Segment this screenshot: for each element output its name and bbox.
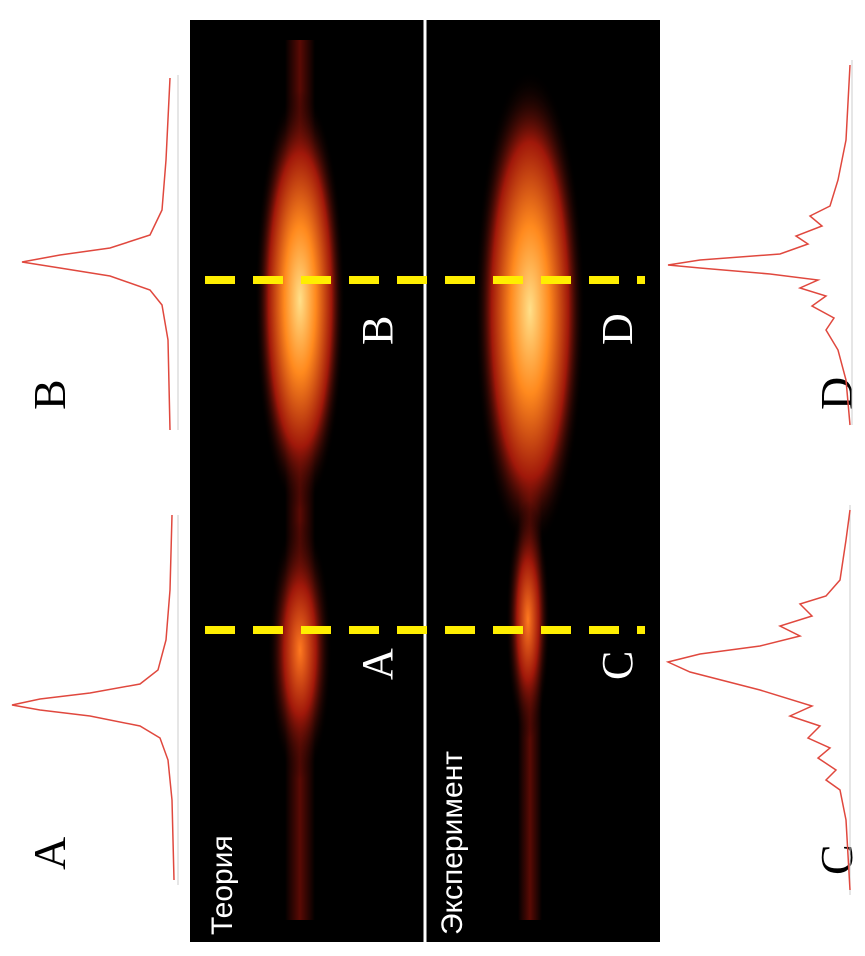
profile-label: D	[811, 377, 862, 410]
spot	[506, 500, 550, 740]
profile-d	[668, 60, 852, 425]
profile-label: A	[24, 837, 75, 870]
profile-c	[668, 505, 850, 895]
profile-label: C	[811, 844, 862, 875]
panel-title: Эксперимент	[436, 751, 469, 935]
profile-label: B	[24, 379, 75, 410]
marker: C	[593, 651, 642, 680]
profile-a	[12, 515, 178, 885]
marker: D	[593, 313, 642, 345]
marker: B	[353, 316, 402, 345]
spot	[268, 520, 332, 780]
panel-title: Теория	[206, 835, 239, 935]
profile-b	[22, 75, 178, 430]
bright-spot	[255, 90, 345, 510]
figure: Теория Эксперимент A B C D A B C D	[0, 0, 865, 956]
bright-spot	[475, 70, 585, 550]
marker: A	[353, 648, 402, 680]
